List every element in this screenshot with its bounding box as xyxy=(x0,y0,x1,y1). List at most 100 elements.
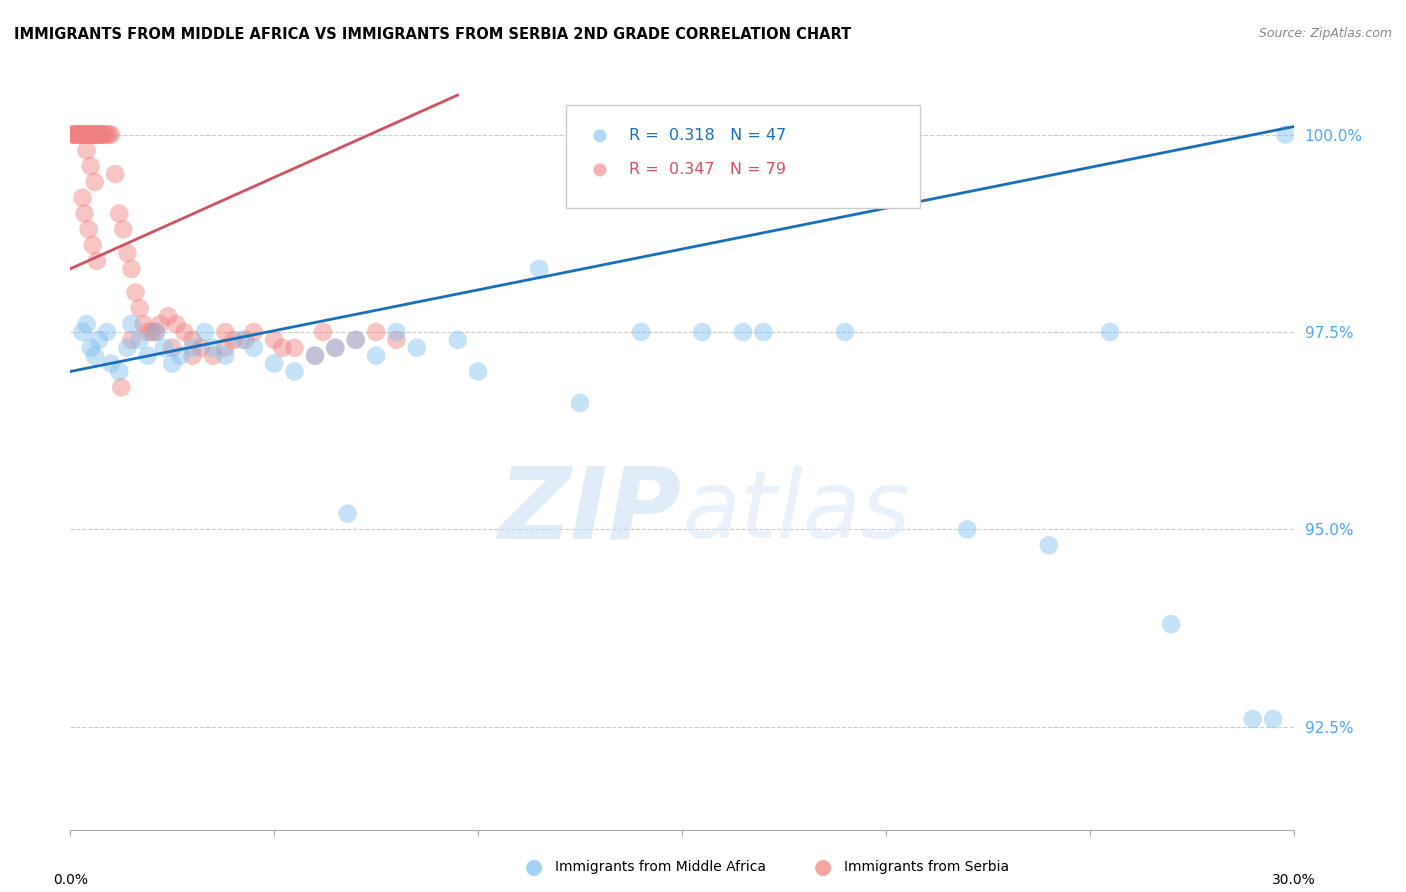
Text: ●: ● xyxy=(814,857,831,877)
Point xyxy=(66,128,89,142)
Point xyxy=(202,341,225,355)
Point xyxy=(87,333,110,347)
Point xyxy=(104,167,127,181)
Point xyxy=(124,285,146,300)
Point xyxy=(87,128,110,142)
Point xyxy=(121,261,143,276)
Point xyxy=(304,349,326,363)
Point xyxy=(169,349,191,363)
Point xyxy=(94,128,117,142)
Point xyxy=(323,341,347,355)
Point xyxy=(834,325,856,339)
Point xyxy=(235,333,257,347)
Point xyxy=(132,317,155,331)
Point xyxy=(1099,325,1122,339)
Point xyxy=(100,357,122,371)
Point xyxy=(190,341,212,355)
Point xyxy=(96,128,118,142)
Text: Source: ZipAtlas.com: Source: ZipAtlas.com xyxy=(1258,27,1392,40)
Text: Immigrants from Serbia: Immigrants from Serbia xyxy=(844,860,1008,874)
Point xyxy=(157,309,180,323)
Point xyxy=(121,333,143,347)
Point xyxy=(73,206,96,220)
Point xyxy=(86,253,108,268)
Point xyxy=(84,128,107,142)
Point xyxy=(79,128,101,142)
Point xyxy=(406,341,429,355)
Point xyxy=(366,325,388,339)
Point xyxy=(173,325,195,339)
Point xyxy=(1263,712,1285,726)
Point xyxy=(87,128,110,142)
Text: ●: ● xyxy=(526,857,543,877)
Point xyxy=(385,333,408,347)
Point xyxy=(128,301,150,316)
Point xyxy=(96,325,118,339)
Point xyxy=(77,222,100,236)
FancyBboxPatch shape xyxy=(565,105,921,208)
Point xyxy=(91,128,114,142)
Point xyxy=(181,349,204,363)
Point xyxy=(284,364,307,378)
Text: R =  0.347   N = 79: R = 0.347 N = 79 xyxy=(630,162,786,178)
Point xyxy=(165,317,187,331)
Point xyxy=(752,325,775,339)
Point xyxy=(83,175,105,189)
Point xyxy=(117,341,139,355)
Point xyxy=(75,128,97,142)
Point xyxy=(89,128,111,142)
Point xyxy=(194,325,217,339)
Point xyxy=(83,349,105,363)
Point xyxy=(136,349,159,363)
Point xyxy=(1274,128,1296,142)
Text: Immigrants from Middle Africa: Immigrants from Middle Africa xyxy=(555,860,766,874)
Point xyxy=(83,128,105,142)
Point xyxy=(323,341,347,355)
Point xyxy=(67,128,90,142)
Point xyxy=(467,364,489,378)
Point xyxy=(128,333,150,347)
Point xyxy=(79,159,103,173)
Point xyxy=(60,128,83,142)
Point xyxy=(243,341,266,355)
Point xyxy=(117,246,139,260)
Point xyxy=(214,325,236,339)
Point xyxy=(121,317,143,331)
Point xyxy=(344,333,367,347)
Point xyxy=(82,238,104,252)
Point xyxy=(271,341,294,355)
Point xyxy=(1160,617,1182,632)
Point xyxy=(63,128,86,142)
Point xyxy=(62,128,84,142)
Point xyxy=(630,325,652,339)
Text: IMMIGRANTS FROM MIDDLE AFRICA VS IMMIGRANTS FROM SERBIA 2ND GRADE CORRELATION CH: IMMIGRANTS FROM MIDDLE AFRICA VS IMMIGRA… xyxy=(14,27,851,42)
Point xyxy=(79,341,103,355)
Point xyxy=(100,128,122,142)
Point xyxy=(385,325,408,339)
Point xyxy=(145,325,167,339)
Point xyxy=(1241,712,1264,726)
Point xyxy=(91,128,114,142)
Point xyxy=(79,128,103,142)
Text: atlas: atlas xyxy=(682,466,910,557)
Point xyxy=(304,349,326,363)
Point xyxy=(149,317,172,331)
Point xyxy=(72,128,94,142)
Point xyxy=(344,333,367,347)
Point xyxy=(63,128,86,142)
Point xyxy=(72,128,94,142)
Point xyxy=(76,128,98,142)
Point xyxy=(181,333,204,347)
Point xyxy=(366,349,388,363)
Point xyxy=(731,325,754,339)
Point xyxy=(73,128,96,142)
Point xyxy=(65,128,87,142)
Point xyxy=(336,507,359,521)
Point xyxy=(72,325,94,339)
Point xyxy=(83,128,105,142)
Point xyxy=(76,128,98,142)
Point xyxy=(77,128,100,142)
Point xyxy=(108,206,131,220)
Point xyxy=(162,341,183,355)
Point xyxy=(263,357,285,371)
